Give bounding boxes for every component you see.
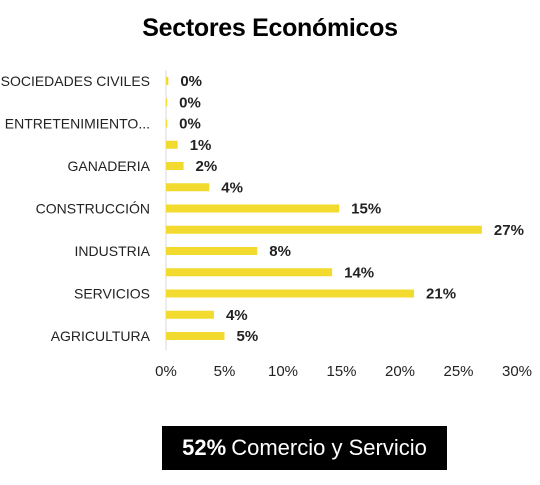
x-tick-label: 5%	[214, 363, 236, 380]
summary-percentage: 52%	[182, 435, 227, 460]
bar-value-label: 1%	[190, 137, 212, 154]
x-tick-label: 30%	[502, 363, 532, 380]
bar-value-label: 4%	[226, 307, 248, 324]
bar	[166, 140, 178, 149]
bar-value-label: 27%	[494, 222, 524, 239]
bar-value-label: 2%	[196, 158, 218, 175]
category-label: SOCIEDADES CIVILES	[1, 73, 150, 89]
bars-group	[166, 77, 482, 340]
x-tick-label: 0%	[155, 363, 177, 380]
bar-value-label: 14%	[344, 264, 374, 281]
bar	[166, 268, 333, 277]
category-label: GANADERIA	[68, 158, 151, 174]
chart-title: Sectores Económicos	[142, 14, 398, 42]
category-label: SERVICIOS	[74, 286, 150, 302]
category-label: CONSTRUCCIÓN	[36, 201, 150, 217]
value-labels-group: 0%0%0%1%2%4%15%27%8%14%21%4%5%	[179, 73, 524, 345]
bar-value-label: 5%	[237, 328, 259, 345]
x-tick-label: 10%	[268, 363, 298, 380]
bar-value-label: 15%	[351, 201, 381, 218]
bar-value-label: 0%	[179, 116, 201, 133]
summary-banner: 52% Comercio y Servicio	[162, 426, 447, 470]
bar-value-label: 8%	[269, 243, 291, 260]
bar	[166, 119, 168, 128]
bar	[166, 310, 214, 319]
bar	[166, 162, 184, 170]
category-label: AGRICULTURA	[51, 328, 151, 344]
bar	[166, 183, 210, 192]
category-labels-group: SOCIEDADES CIVILES ENTRETENIMIENTO... GANA…	[1, 73, 151, 344]
bar-value-label: 21%	[426, 286, 456, 303]
category-label: ENTRETENIMIENTO...	[5, 116, 150, 132]
x-ticks-group: 0% 5% 10% 15% 20% 25% 30%	[155, 363, 532, 380]
bar-chart: 0%0%0%1%2%4%15%27%8%14%21%4%5% SOCIEDADE…	[1, 70, 532, 380]
bar	[166, 98, 168, 107]
bar	[166, 332, 225, 340]
bar	[166, 289, 415, 298]
bar-value-label: 0%	[179, 94, 201, 111]
category-label: INDUSTRIA	[75, 243, 151, 259]
summary-text: Comercio y Servicio	[231, 435, 427, 460]
x-tick-label: 20%	[385, 363, 415, 380]
bar	[166, 204, 340, 213]
x-tick-label: 25%	[443, 363, 473, 380]
bar	[166, 77, 169, 85]
bar-value-label: 4%	[221, 179, 243, 196]
bar	[166, 247, 258, 255]
bar	[166, 225, 482, 234]
x-tick-label: 15%	[326, 363, 356, 380]
bar-value-label: 0%	[180, 73, 202, 90]
